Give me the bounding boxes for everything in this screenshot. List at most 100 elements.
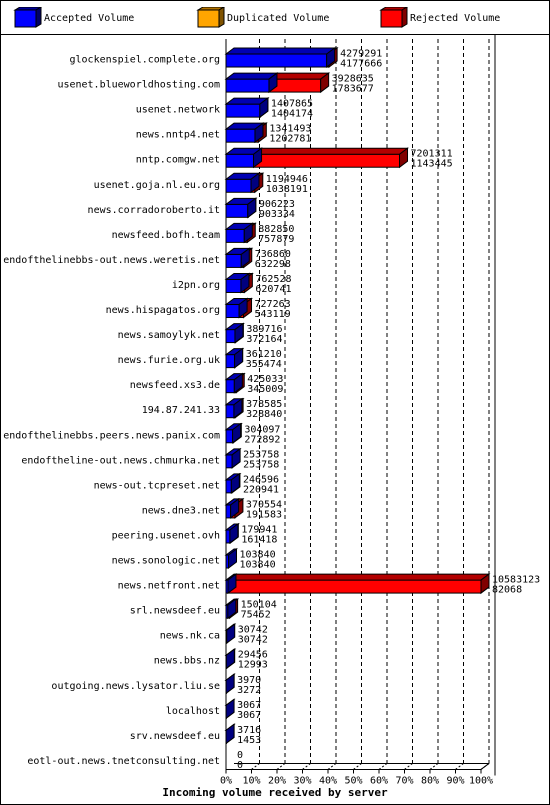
server-label: 194.87.241.33 [142, 405, 220, 416]
bar-accepted-front [225, 304, 240, 319]
value-label-accepted: 355474 [246, 359, 282, 370]
server-label: news.hispagatos.org [106, 305, 220, 316]
bar-accepted-front [225, 178, 252, 193]
value-label-accepted: 1202781 [269, 134, 311, 145]
bar-accepted-side [253, 147, 263, 169]
value-label-total: 762528 [255, 274, 291, 285]
bar-accepted-top [224, 47, 337, 55]
value-label-total: 1194946 [266, 174, 308, 185]
value-label-accepted: 3272 [237, 685, 261, 696]
value-label-total: 0 [237, 750, 243, 761]
bar-accepted-front [225, 253, 242, 268]
bar-accepted-side [233, 372, 243, 394]
x-tick-label: 30% [293, 775, 311, 786]
server-label: usenet.network [136, 105, 220, 116]
server-label: newsfeed.xs3.de [130, 380, 220, 391]
server-label: usenet.blueworldhosting.com [57, 80, 220, 91]
value-label-accepted: 0 [237, 760, 243, 771]
value-label-accepted: 161418 [241, 534, 277, 545]
value-label-total: 727263 [255, 299, 291, 310]
bar-rejected-front [227, 579, 482, 594]
server-label: srl.newsdeef.eu [130, 606, 220, 617]
bar-accepted-front [225, 203, 249, 218]
legend-swatch-duplicated-front [197, 9, 220, 28]
value-label-total: 3928635 [332, 74, 374, 85]
legend-swatch-rejected-front [380, 9, 403, 28]
bar-accepted-front [225, 278, 242, 293]
bar-accepted-side [259, 97, 269, 119]
x-axis-title: Incoming volume received by server [162, 786, 388, 799]
value-label-total: 179941 [241, 524, 277, 535]
bar-accepted-side [230, 472, 240, 494]
value-label-accepted: 253758 [243, 459, 279, 470]
gridline-floor [251, 763, 260, 770]
bar-accepted-side [234, 322, 244, 344]
bar-accepted-side [225, 648, 235, 670]
value-label-total: 3970 [237, 675, 261, 686]
value-label-total: 1407865 [271, 99, 313, 110]
bar-accepted-side [227, 598, 237, 620]
value-label-accepted: 328840 [246, 409, 282, 420]
bar-accepted-front [225, 429, 234, 444]
gridline-floor [429, 763, 439, 770]
gridline-floor [327, 763, 337, 770]
x-axis-end-line [480, 763, 490, 770]
value-label-accepted: 757879 [258, 234, 294, 245]
value-label-total: 150104 [241, 600, 277, 611]
bar-accepted-front [225, 103, 261, 118]
gridline-floor [404, 763, 413, 770]
legend-swatch-rejected [379, 7, 408, 28]
value-label-total: 378585 [246, 399, 282, 410]
bar-accepted-side [225, 698, 235, 720]
value-label-total: 3067 [237, 700, 261, 711]
bar-accepted-side [225, 673, 235, 695]
bar-accepted-side [243, 222, 253, 244]
x-tick-label: 60% [370, 775, 388, 786]
value-label-total: 103840 [240, 550, 276, 561]
value-label-total: 425033 [247, 374, 283, 385]
bar-rejected-side [480, 573, 490, 595]
server-label: news.dne3.net [142, 505, 220, 516]
bar-accepted-front [225, 454, 233, 469]
bar-accepted-side [226, 623, 236, 645]
value-label-total: 736860 [255, 249, 291, 260]
bar-accepted-side [225, 723, 235, 745]
bar-rejected-top [226, 573, 491, 581]
bar-accepted-side [326, 47, 336, 69]
x-tick-label: 0% [220, 775, 232, 786]
server-label: newsfeed.bofh.team [112, 230, 220, 241]
x-tick-label: 80% [421, 775, 439, 786]
server-label: endofthelinebbs.peers.news.panix.com [3, 430, 220, 441]
value-label-total: 29456 [238, 650, 268, 661]
value-label-total: 10583123 [492, 575, 540, 586]
bar-accepted-front [225, 128, 256, 143]
server-label: peering.usenet.ovh [112, 530, 220, 541]
bar-accepted-front [225, 404, 235, 419]
legend-swatch-accepted [13, 7, 42, 28]
bar-accepted-side [230, 497, 240, 519]
bar-accepted-front [225, 504, 232, 519]
bar-accepted-side [234, 347, 244, 369]
value-label-total: 30742 [238, 625, 268, 636]
bar-rejected-top [267, 72, 331, 80]
value-label-accepted: 103840 [240, 560, 276, 571]
value-label-accepted: 1038191 [266, 184, 308, 195]
value-label-accepted: 12993 [238, 660, 268, 671]
legend-label-duplicated: Duplicated Volume [227, 13, 330, 24]
server-label: glockenspiel.complete.org [69, 55, 220, 66]
bar-accepted-front [225, 329, 236, 344]
gridline-floor [378, 763, 388, 770]
gridline-floor [455, 763, 464, 770]
value-label-accepted: 82068 [492, 585, 522, 596]
value-label-accepted: 272892 [244, 434, 280, 445]
legend: Accepted Volume Duplicated Volume Reject… [1, 1, 549, 35]
value-label-total: 304097 [244, 424, 280, 435]
legend-label-accepted: Accepted Volume [44, 13, 135, 24]
server-label: srv.newsdeef.eu [130, 731, 220, 742]
value-label-accepted: 1143445 [411, 159, 453, 170]
server-label: news.bbs.nz [154, 656, 220, 667]
bar-accepted-front [225, 153, 255, 168]
bar-rejected-top [252, 147, 410, 155]
value-label-total: 3716 [237, 725, 261, 736]
